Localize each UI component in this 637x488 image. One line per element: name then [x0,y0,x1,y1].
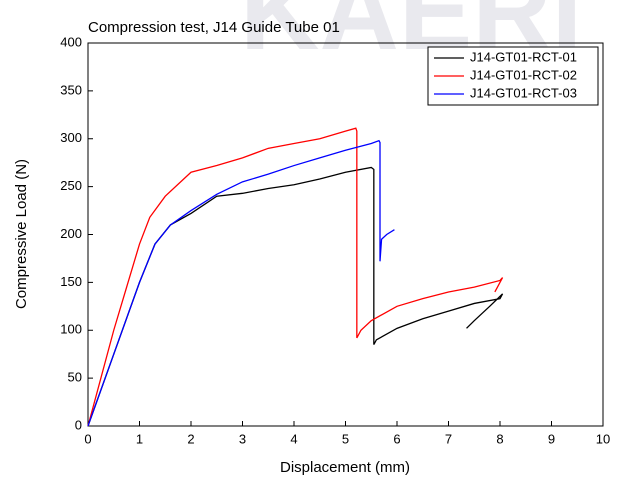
x-tick-label: 10 [596,431,610,446]
x-tick-label: 2 [187,431,194,446]
y-tick-label: 200 [60,226,82,241]
x-tick-label: 4 [290,431,297,446]
x-axis-label: Displacement (mm) [280,459,410,476]
series-line [87,166,504,427]
y-tick-label: 400 [60,34,82,49]
x-tick-label: 9 [548,431,555,446]
x-tick-label: 6 [393,431,400,446]
series-line [87,139,395,427]
y-tick-label: 250 [60,178,82,193]
x-tick-label: 3 [239,431,246,446]
chart-title: Compression test, J14 Guide Tube 01 [88,19,340,36]
x-tick-label: 5 [342,431,349,446]
x-tick-label: 0 [84,431,91,446]
x-tick-label: 1 [136,431,143,446]
y-axis-label: Compressive Load (N) [13,159,30,309]
y-tick-label: 100 [60,322,82,337]
y-tick-label: 300 [60,130,82,145]
x-tick-label: 7 [445,431,452,446]
legend-label: J14-GT01-RCT-02 [470,67,577,82]
legend-label: J14-GT01-RCT-03 [470,85,577,100]
legend-label: J14-GT01-RCT-01 [470,49,577,64]
y-tick-label: 50 [68,370,82,385]
series-line [87,127,504,427]
y-tick-label: 0 [75,417,82,432]
y-tick-label: 350 [60,82,82,97]
x-tick-label: 8 [496,431,503,446]
y-tick-label: 150 [60,274,82,289]
